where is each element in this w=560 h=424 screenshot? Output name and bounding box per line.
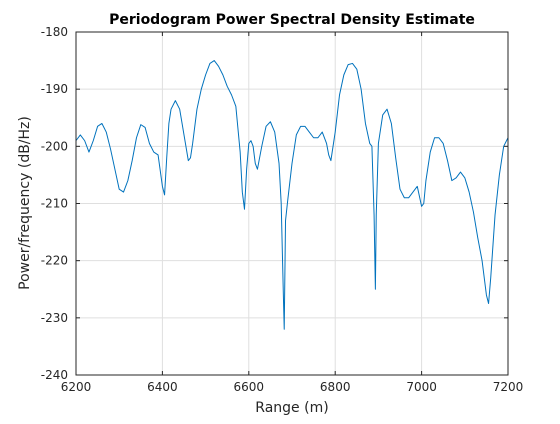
tick-labels: 6200 6400 6600 6800 7000 7200 -240 -230 -220 -210… xyxy=(41,25,524,394)
y-tick-label: -220 xyxy=(41,254,68,268)
grid xyxy=(75,31,509,376)
y-tick-label: -180 xyxy=(41,25,68,39)
x-axis-label: Range (m) xyxy=(255,400,328,416)
x-tick-label: 6800 xyxy=(320,380,351,394)
x-tick-label: 7000 xyxy=(406,380,437,394)
x-tick-label: 6200 xyxy=(61,380,92,394)
y-tick-label: -230 xyxy=(41,311,68,325)
y-tick-label: -190 xyxy=(41,82,68,96)
y-tick-label: -200 xyxy=(41,139,68,153)
ticks xyxy=(75,31,509,376)
y-tick-label: -210 xyxy=(41,197,68,211)
y-axis-label: Power/frequency (dB/Hz) xyxy=(17,116,33,290)
x-tick-label: 7200 xyxy=(493,380,524,394)
y-tick-label: -240 xyxy=(41,368,68,382)
x-tick-label: 6400 xyxy=(147,380,178,394)
chart-title: Periodogram Power Spectral Density Estim… xyxy=(109,12,475,28)
x-tick-label: 6600 xyxy=(234,380,265,394)
psd-series-line xyxy=(75,60,509,330)
plot-lines xyxy=(75,60,509,330)
